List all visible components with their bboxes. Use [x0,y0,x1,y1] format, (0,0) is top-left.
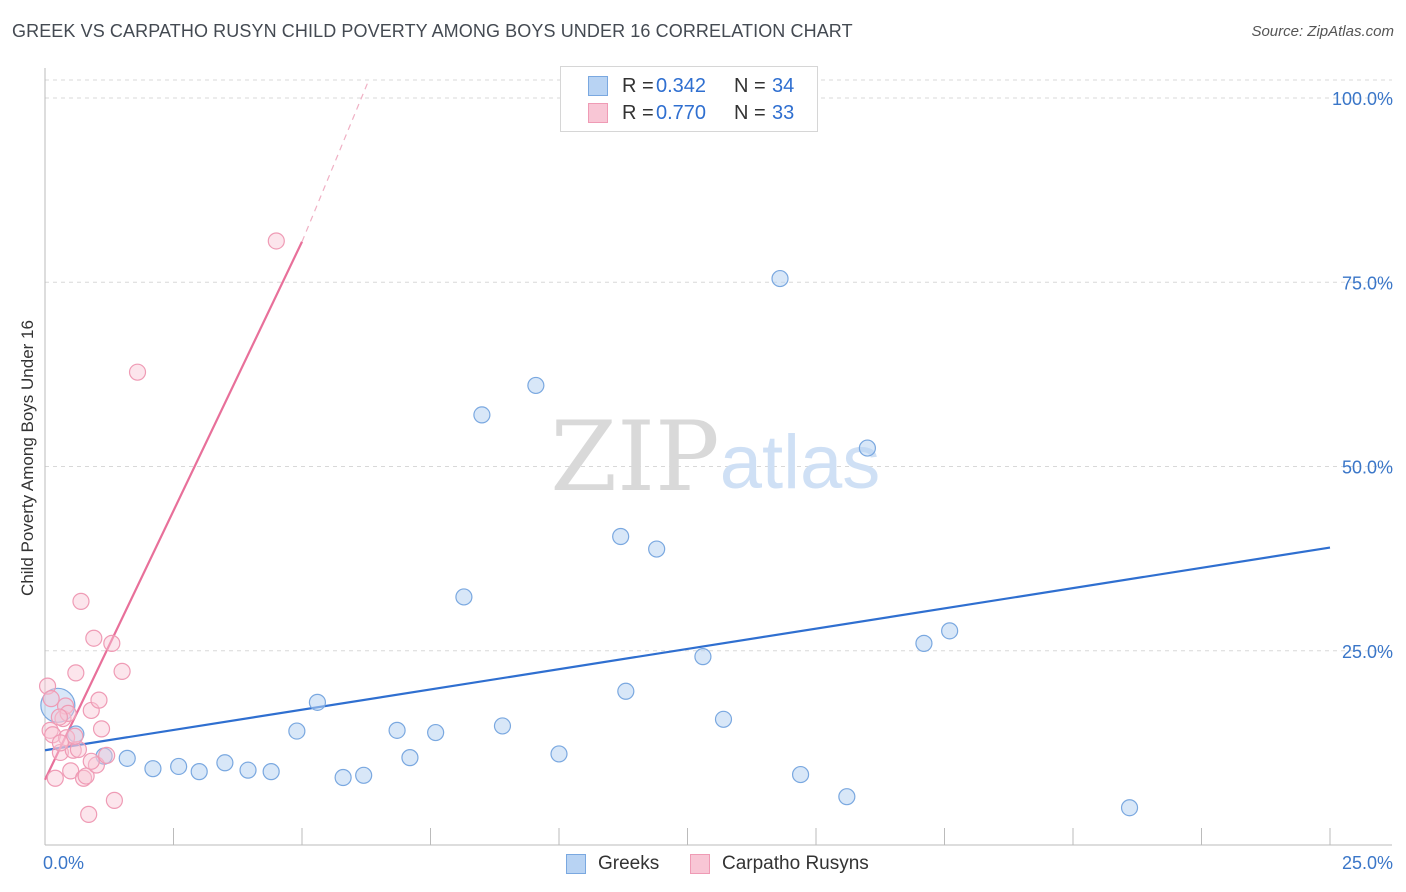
point-greeks [771,269,789,288]
point-greeks [838,788,856,806]
point-greeks [550,745,568,763]
point-greeks [791,765,810,784]
source-label: Source: ZipAtlas.com [1251,23,1394,40]
point-rusyns [51,734,70,752]
point-greeks [455,588,473,606]
point-greeks [388,721,406,739]
greeks-n-label: N = [734,74,766,97]
point-greeks [216,754,234,772]
watermark-atlas: atlas [720,420,881,505]
stats-legend: R = 0.342 N = 34 R = 0.770 N = 33 [560,66,818,132]
rusyns-swatch [588,103,608,123]
point-rusyns [67,664,85,682]
point-rusyns [80,805,98,823]
point-rusyns [72,592,90,610]
point-rusyns [92,720,111,738]
greeks-r-label: R = [622,74,654,97]
point-greeks [1120,799,1139,817]
trendline-rusyns [44,241,303,781]
chart-title: GREEK VS CARPATHO RUSYN CHILD POVERTY AM… [12,21,853,41]
rusyns-n-value: 33 [772,101,795,124]
point-rusyns [98,746,116,765]
bottom-legend-rusyns[interactable]: Carpatho Rusyns [690,852,869,876]
point-greeks [915,634,933,652]
rusyns-legend-swatch [690,854,710,874]
point-rusyns [46,769,64,787]
point-rusyns [82,752,100,770]
x-tick-label: 0.0% [43,853,84,873]
point-greeks [648,540,666,558]
point-rusyns [74,769,93,787]
tick-labels: 25.0% 50.0% 75.0% 100.0% 0.0% 25.0% [43,89,1393,873]
point-rusyns [59,704,77,722]
rusyns-r-value: 0.770 [656,101,707,124]
point-rusyns [50,708,68,726]
point-rusyns [51,743,70,762]
point-rusyns [105,791,123,809]
greeks-legend-swatch [566,854,586,874]
rusyns-n-label: N = [734,101,766,124]
y-tick-label: 25.0% [1342,642,1393,662]
point-greeks [355,766,373,784]
legend-row-rusyns: R = 0.770 N = 33 [588,102,794,124]
point-greeks [617,682,635,700]
point-greeks [401,749,419,767]
point-greeks [190,763,208,781]
greeks-n-value: 34 [772,74,795,97]
point-greeks [118,749,136,767]
x-tick-label: 25.0% [1342,853,1393,873]
point-greeks [334,768,352,787]
point-greeks [612,527,630,546]
data-points [38,232,1139,823]
point-greeks [527,376,545,395]
trendlines [44,79,1331,781]
greeks-swatch [588,76,608,96]
point-greeks [858,439,877,457]
rusyns-legend-label: Carpatho Rusyns [722,853,869,874]
point-greeks [239,761,257,779]
point-rusyns [90,691,108,709]
y-tick-label: 100.0% [1332,89,1393,109]
point-rusyns [267,232,285,250]
rusyns-r-label: R = [622,101,654,124]
gridlines [45,79,1392,652]
point-greeks [288,722,306,740]
point-rusyns [85,629,103,647]
point-greeks [262,763,280,781]
point-greeks [144,760,162,778]
point-greeks [493,717,512,735]
point-greeks [714,710,733,728]
legend-row-greeks: R = 0.342 N = 34 [588,75,794,97]
point-rusyns [42,690,60,708]
point-greeks [473,406,491,424]
y-tick-label: 75.0% [1342,273,1393,293]
watermark-zip: ZIP [550,401,719,513]
greeks-legend-label: Greeks [598,853,660,874]
point-greeks [941,622,959,640]
trendline-rusyns-extension [301,79,370,242]
trendline-greeks [44,546,1331,752]
point-greeks [694,648,712,666]
point-rusyns [103,634,121,652]
point-greeks [308,693,327,711]
y-tick-label: 50.0% [1342,458,1393,478]
point-rusyns [62,762,80,780]
point-greeks [427,723,445,742]
point-rusyns [113,662,131,680]
bottom-legend-greeks[interactable]: Greeks [566,852,659,876]
point-rusyns [66,727,84,745]
greeks-r-value: 0.342 [656,74,707,97]
point-greeks [170,757,188,776]
point-rusyns [69,740,88,759]
point-rusyns [128,363,147,381]
